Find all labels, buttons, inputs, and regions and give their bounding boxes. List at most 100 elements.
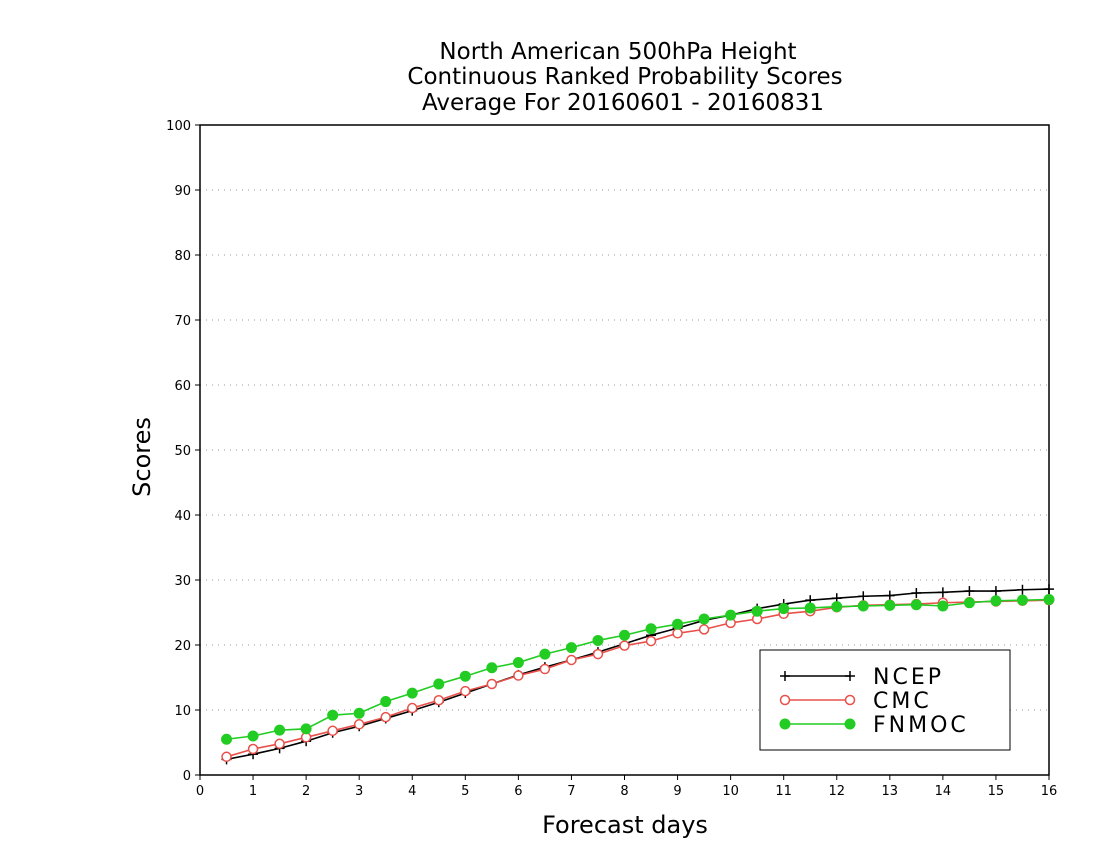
x-tick-label: 12 — [828, 784, 845, 799]
x-axis-ticks: 0 1 2 3 4 5 6 7 8 9 10 11 12 13 14 15 16 — [196, 775, 1057, 799]
title-line-3: Average For 20160601 - 20160831 — [422, 90, 824, 116]
fnmoc-point — [672, 618, 684, 630]
x-tick-label: 15 — [988, 784, 1005, 799]
x-tick-label: 1 — [249, 784, 257, 799]
x-tick-label: 14 — [935, 784, 952, 799]
legend-item-cmc: CMC — [779, 689, 932, 714]
x-tick-label: 2 — [302, 784, 310, 799]
legend-label: FNMOC — [873, 713, 969, 738]
fnmoc-point — [327, 709, 339, 721]
fnmoc-point — [221, 733, 233, 745]
chart-title: North American 500hPa Height Continuous … — [407, 39, 842, 116]
legend-label: CMC — [873, 689, 932, 714]
cmc-point — [486, 678, 498, 690]
fnmoc-point — [963, 597, 975, 609]
series-fnmoc — [221, 594, 1055, 745]
y-tick-label: 70 — [174, 314, 191, 329]
legend-marker — [780, 671, 790, 681]
x-tick-label: 10 — [722, 784, 739, 799]
y-tick-label: 50 — [174, 444, 191, 459]
fnmoc-point — [459, 670, 471, 682]
cmc-point — [619, 640, 630, 651]
fnmoc-point — [751, 605, 763, 617]
fnmoc-point — [353, 707, 365, 719]
legend-marker — [844, 694, 856, 706]
cmc-point — [380, 711, 391, 723]
x-axis-label: Forecast days — [542, 811, 708, 839]
y-tick-label: 40 — [174, 509, 191, 524]
cmc-point — [353, 719, 365, 730]
cmc-point — [247, 743, 259, 755]
x-tick-label: 5 — [461, 784, 469, 799]
x-tick-label: 4 — [408, 784, 416, 799]
cmc-point — [566, 654, 577, 666]
fnmoc-point — [619, 629, 630, 641]
fnmoc-point — [804, 602, 816, 614]
cmc-point — [539, 663, 551, 675]
cmc-point — [645, 635, 657, 647]
cmc-point — [592, 648, 604, 660]
x-tick-label: 7 — [567, 784, 575, 799]
fnmoc-point — [486, 662, 498, 674]
fnmoc-point — [990, 595, 1002, 607]
y-axis-label: Scores — [128, 417, 156, 497]
cmc-point — [433, 695, 445, 706]
ncep-point — [990, 586, 1001, 597]
cmc-point — [221, 751, 232, 763]
y-tick-label: 0 — [183, 769, 191, 784]
fnmoc-point — [1043, 594, 1055, 605]
cmc-point — [513, 670, 524, 681]
cmc-point — [274, 738, 285, 750]
ncep-point — [911, 588, 922, 598]
fnmoc-point — [433, 678, 445, 690]
fnmoc-point — [778, 603, 790, 615]
fnmoc-point — [406, 687, 418, 699]
cmc-point — [672, 628, 683, 639]
y-tick-label: 80 — [174, 249, 191, 264]
legend-marker — [845, 671, 855, 681]
y-tick-label: 60 — [174, 379, 191, 394]
ncep-point — [1017, 584, 1028, 595]
fnmoc-point — [831, 601, 843, 613]
series-group — [221, 584, 1055, 765]
ncep-point — [858, 591, 869, 602]
cmc-point — [327, 725, 338, 737]
title-line-2: Continuous Ranked Probability Scores — [407, 64, 842, 90]
fnmoc-point — [380, 696, 392, 708]
y-axis-ticks: 0 10 20 30 40 50 60 70 80 90 100 — [166, 119, 200, 784]
fnmoc-point — [725, 609, 737, 621]
cmc-point — [698, 624, 710, 635]
fnmoc-point — [645, 623, 657, 635]
legend-item-fnmoc: FNMOC — [779, 713, 969, 738]
cmc-point — [460, 685, 471, 697]
x-tick-label: 9 — [673, 784, 681, 799]
legend-marker — [779, 694, 791, 706]
y-tick-label: 20 — [174, 639, 191, 654]
fnmoc-point — [247, 730, 259, 742]
title-line-1: North American 500hPa Height — [439, 39, 796, 65]
x-tick-label: 11 — [775, 784, 792, 799]
x-tick-label: 13 — [882, 784, 899, 799]
fnmoc-point — [884, 599, 896, 611]
x-tick-label: 3 — [355, 784, 363, 799]
ncep-point — [1044, 584, 1054, 595]
cmc-point — [407, 702, 418, 714]
x-tick-label: 16 — [1041, 784, 1058, 799]
legend-marker — [844, 718, 856, 730]
legend-label: NCEP — [873, 665, 944, 690]
fnmoc-point — [592, 634, 604, 646]
fnmoc-point — [512, 657, 524, 669]
y-tick-label: 10 — [174, 704, 191, 719]
fnmoc-point — [300, 723, 312, 735]
y-tick-label: 100 — [166, 119, 191, 134]
x-tick-label: 0 — [196, 784, 204, 799]
ncep-point — [884, 590, 895, 601]
fnmoc-point — [937, 600, 949, 612]
fnmoc-point — [910, 599, 922, 611]
fnmoc-point — [1016, 594, 1028, 606]
ncep-point — [937, 587, 948, 598]
legend-marker — [779, 718, 791, 730]
